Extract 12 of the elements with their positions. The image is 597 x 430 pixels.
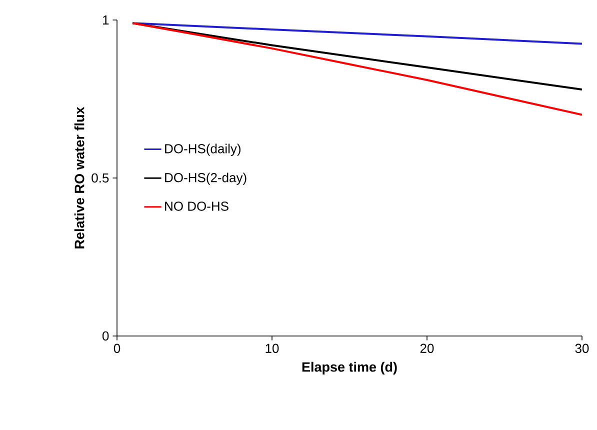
- x-axis-title: Elapse time (d): [302, 362, 397, 374]
- y-tick-label: 0.5: [92, 173, 109, 183]
- x-tick-label: 30: [575, 344, 589, 353]
- y-tick-label: 1: [102, 16, 109, 24]
- legend-label: DO-HS(2-day): [165, 172, 246, 185]
- x-tick-label: 0: [114, 344, 120, 353]
- legend-label: NO DO-HS: [165, 202, 228, 211]
- x-tick-label: 10: [266, 344, 279, 353]
- y-tick-label: 0: [102, 331, 109, 341]
- x-tick-label: 20: [420, 344, 434, 353]
- legend-label: DO-HS(daily): [165, 144, 240, 156]
- y-axis-title: Relative RO water flux: [74, 106, 84, 248]
